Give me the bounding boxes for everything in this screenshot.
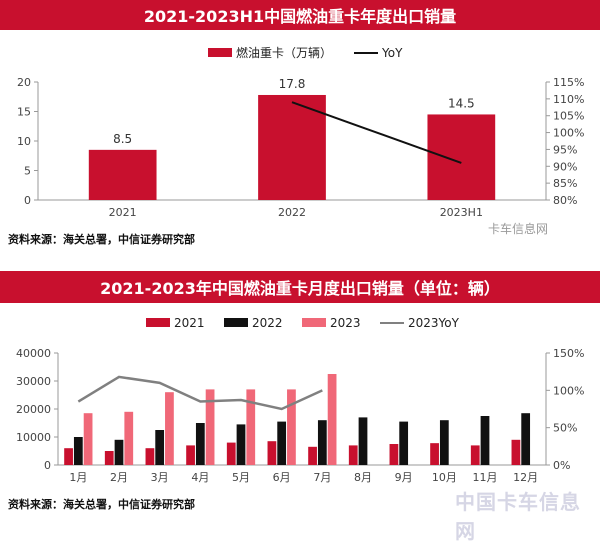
c2-legend-label-2022: 2022 (252, 316, 283, 330)
c2-bar-2021 (308, 446, 317, 465)
c2-bar-2023 (83, 413, 93, 465)
c2-legend-swatch-2023 (302, 318, 326, 327)
c1-legend-label-燃油重卡（万辆）: 燃油重卡（万辆） (236, 45, 332, 60)
c2-xtick-label: 11月 (473, 471, 498, 484)
c2-bar-2023 (327, 374, 337, 465)
c1-xtick-label: 2021 (109, 206, 137, 219)
c1-ytick-label: 10 (17, 135, 31, 148)
c2-xtick-label: 7月 (313, 471, 331, 484)
c1-bar-label: 17.8 (279, 77, 306, 91)
c2-legend-label-2021: 2021 (174, 316, 205, 330)
c1-line-YoY (291, 101, 462, 164)
c2-y2tick-label: 50% (553, 422, 577, 435)
c2-xtick-label: 3月 (151, 471, 169, 484)
c1-y2tick-label: 85% (553, 177, 577, 190)
c2-xtick-label: 1月 (69, 471, 87, 484)
c2-bar-2021 (145, 448, 155, 465)
c2-bar-2021 (104, 451, 114, 465)
c2-xtick-label: 12月 (513, 471, 538, 484)
c2-xtick-label: 8月 (354, 471, 372, 484)
c2-ytick-label: 0 (44, 459, 51, 472)
c1-y2tick-label: 90% (553, 160, 577, 173)
c2-bar-2021 (470, 445, 480, 465)
c1-y2tick-label: 110% (553, 93, 584, 106)
c1-y2tick-label: 105% (553, 110, 584, 123)
c2-line-2023YoY (77, 375, 323, 411)
c2-ytick-label: 30000 (16, 375, 51, 388)
c1-bar-label: 8.5 (113, 132, 132, 146)
c2-legend-label-2023: 2023 (330, 316, 361, 330)
c2-bar-2023 (165, 392, 174, 465)
c2-legend-swatch-2022 (224, 318, 248, 327)
c2-bar-2023 (124, 411, 134, 465)
c2-bar-2022 (399, 421, 409, 465)
c1-bar-燃油重卡（万辆） (88, 149, 157, 200)
c2-ytick-label: 40000 (16, 347, 51, 360)
c2-bar-2022 (195, 423, 205, 465)
c2-y2tick-label: 100% (553, 384, 584, 397)
c1-legend-swatch-燃油重卡（万辆） (208, 48, 232, 57)
c2-xtick-label: 4月 (191, 471, 209, 484)
c2-bar-2021 (430, 443, 439, 465)
c2-bar-2021 (226, 442, 236, 465)
c2-bar-2022 (480, 416, 490, 465)
c1-legend-label-YoY: YoY (381, 46, 403, 60)
c2-bar-2022 (155, 430, 165, 465)
c2-legend-label-2023YoY: 2023YoY (408, 316, 460, 330)
c2-bar-2022 (114, 439, 124, 465)
c2-bar-2022 (236, 424, 246, 465)
source-note-2: 资料来源：海关总署，中信证券研究部 (8, 498, 195, 511)
c2-bar-2023 (287, 389, 296, 465)
chart-1-title: 2021-2023H1中国燃油重卡年度出口销量 (0, 0, 600, 30)
c2-xtick-label: 6月 (273, 471, 291, 484)
c1-y2tick-label: 100% (553, 127, 584, 140)
c1-bar-燃油重卡（万辆） (427, 114, 496, 200)
c2-bar-2022 (521, 413, 531, 465)
c1-xtick-label: 2023H1 (440, 206, 483, 219)
c2-xtick-label: 10月 (432, 471, 457, 484)
c2-legend-swatch-2021 (146, 318, 170, 327)
c1-y2tick-label: 115% (553, 76, 584, 89)
c2-bar-2022 (439, 420, 449, 465)
watermark-1: 卡车信息网 (488, 220, 548, 237)
c2-bar-2023 (205, 389, 215, 465)
c2-bar-2022 (358, 417, 368, 465)
c2-bar-2021 (389, 444, 399, 465)
c2-bar-2022 (277, 421, 287, 465)
c2-y2tick-label: 0% (553, 459, 570, 472)
watermark-2-text: 中国卡车信息网 (455, 490, 581, 543)
c1-ytick-label: 15 (17, 106, 31, 119)
c2-bar-2021 (64, 448, 73, 465)
c2-ytick-label: 20000 (16, 403, 51, 416)
c1-y2tick-label: 80% (553, 194, 577, 207)
c2-bar-2023 (246, 389, 256, 465)
c2-xtick-label: 5月 (232, 471, 250, 484)
watermark-1-text: 卡车信息网 (488, 222, 549, 236)
c2-ytick-label: 10000 (16, 431, 51, 444)
c2-xtick-label: 2月 (110, 471, 128, 484)
c1-xtick-label: 2022 (278, 206, 306, 219)
source-note-1: 资料来源：海关总署，中信证券研究部 (8, 233, 195, 246)
chart-2-monthly-exports: 0 10000 20000 30000 40000 0% 50% 100% 150% 1月 2月 3月… (16, 316, 584, 484)
c2-bar-2022 (317, 420, 327, 465)
c1-ytick-label: 5 (24, 165, 31, 178)
c2-bar-2021 (348, 445, 358, 465)
c2-y2tick-label: 150% (553, 347, 584, 360)
c2-bar-2021 (267, 441, 277, 465)
c1-bar-燃油重卡（万辆） (258, 94, 326, 200)
c2-bar-2021 (186, 445, 195, 465)
c1-ytick-label: 0 (24, 194, 31, 207)
c1-bar-label: 14.5 (448, 96, 475, 110)
c1-ytick-label: 20 (17, 76, 31, 89)
chart-2-title: 2021-2023年中国燃油重卡月度出口销量（单位：辆） (0, 271, 600, 303)
watermark-2: 中国卡车信息网 (455, 486, 600, 544)
c1-y2tick-label: 95% (553, 143, 577, 156)
c2-bar-2022 (73, 437, 83, 465)
c2-bar-2021 (511, 439, 521, 465)
chart-1-annual-exports: 0 5 10 15 20 80% 85% 90% 95% 100% 105% 110% 115% 2021… (17, 45, 584, 219)
c2-xtick-label: 9月 (395, 471, 413, 484)
